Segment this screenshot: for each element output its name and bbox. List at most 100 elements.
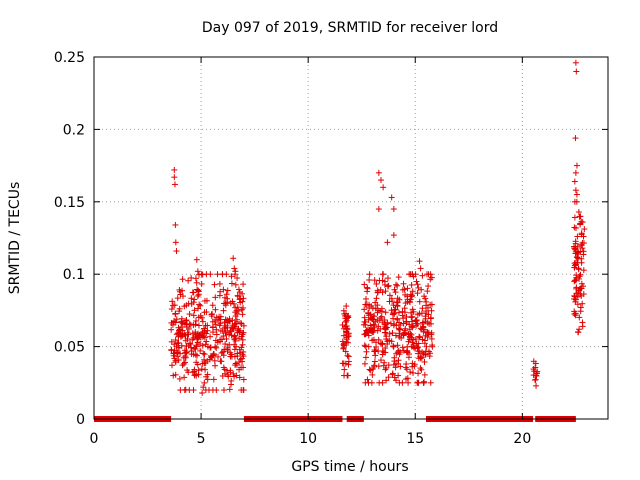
- data-point: [410, 369, 417, 376]
- data-point: [409, 306, 416, 313]
- data-point: [212, 316, 219, 323]
- data-point: [207, 344, 214, 351]
- data-point: [377, 177, 384, 184]
- data-point: [232, 281, 239, 288]
- data-point: [232, 320, 239, 327]
- data-point: [375, 169, 382, 176]
- data-point: [402, 300, 409, 307]
- data-point: [341, 312, 348, 319]
- data-point: [212, 294, 219, 301]
- data-point: [226, 386, 233, 393]
- data-point: [410, 341, 417, 348]
- data-point: [190, 334, 197, 341]
- data-point: [383, 324, 390, 331]
- data-point: [183, 349, 190, 356]
- data-point: [343, 317, 350, 324]
- data-point: [412, 336, 419, 343]
- data-point: [362, 301, 369, 308]
- data-point: [200, 384, 207, 391]
- data-point: [213, 344, 220, 351]
- data-point: [343, 323, 350, 330]
- data-point: [195, 322, 202, 329]
- data-point: [378, 313, 385, 320]
- data-point: [239, 341, 246, 348]
- data-point: [194, 352, 201, 359]
- data-point: [218, 358, 225, 365]
- data-point: [179, 276, 186, 283]
- data-point: [341, 366, 348, 373]
- data-point: [575, 266, 582, 273]
- data-point: [399, 344, 406, 351]
- data-point: [404, 293, 411, 300]
- data-point: [380, 184, 387, 191]
- data-point: [216, 292, 223, 299]
- data-point: [198, 330, 205, 337]
- data-point: [363, 295, 370, 302]
- data-point: [361, 306, 368, 313]
- data-point: [195, 291, 202, 298]
- data-point: [215, 353, 222, 360]
- data-point: [208, 353, 215, 360]
- data-point: [362, 321, 369, 328]
- data-point: [180, 360, 187, 367]
- data-point: [421, 337, 428, 344]
- data-point: [394, 282, 401, 289]
- data-point: [571, 295, 578, 302]
- data-point: [182, 359, 189, 366]
- data-point: [384, 275, 391, 282]
- data-point: [361, 318, 368, 325]
- data-point: [232, 337, 239, 344]
- data-point: [572, 59, 579, 66]
- y-tick-label: 0.15: [54, 195, 85, 211]
- data-point: [237, 349, 244, 356]
- data-point: [578, 242, 585, 249]
- data-point: [392, 306, 399, 313]
- data-point: [345, 358, 352, 365]
- data-point: [236, 329, 243, 336]
- data-point: [427, 276, 434, 283]
- data-point: [212, 306, 219, 313]
- data-point: [190, 312, 197, 319]
- data-point: [400, 280, 407, 287]
- data-point: [188, 295, 195, 302]
- data-point: [423, 308, 430, 315]
- data-point: [365, 309, 372, 316]
- data-point: [423, 343, 430, 350]
- data-point: [188, 351, 195, 358]
- data-point: [220, 364, 227, 371]
- data-point: [232, 304, 239, 311]
- data-point: [386, 292, 393, 299]
- data-point: [214, 339, 221, 346]
- grid-lines: [94, 57, 608, 419]
- data-point: [173, 316, 180, 323]
- data-point: [177, 333, 184, 340]
- data-point: [576, 273, 583, 280]
- data-point: [195, 367, 202, 374]
- data-point: [224, 319, 231, 326]
- data-point: [168, 326, 175, 333]
- data-point: [199, 342, 206, 349]
- data-point: [175, 356, 182, 363]
- data-point: [373, 295, 380, 302]
- data-point: [400, 315, 407, 322]
- data-point: [376, 277, 383, 284]
- data-point: [179, 287, 186, 294]
- data-point: [368, 379, 375, 386]
- data-point: [237, 299, 244, 306]
- data-point: [369, 371, 376, 378]
- data-point: [377, 286, 384, 293]
- data-point: [195, 334, 202, 341]
- data-point: [222, 316, 229, 323]
- data-point: [230, 255, 237, 262]
- data-point: [194, 286, 201, 293]
- data-point: [423, 298, 430, 305]
- data-point: [240, 329, 247, 336]
- data-point: [428, 314, 435, 321]
- data-point: [408, 281, 415, 288]
- data-point: [371, 358, 378, 365]
- data-point: [192, 351, 199, 358]
- data-point: [228, 280, 235, 287]
- data-point: [400, 347, 407, 354]
- data-point: [420, 323, 427, 330]
- data-point: [369, 365, 376, 372]
